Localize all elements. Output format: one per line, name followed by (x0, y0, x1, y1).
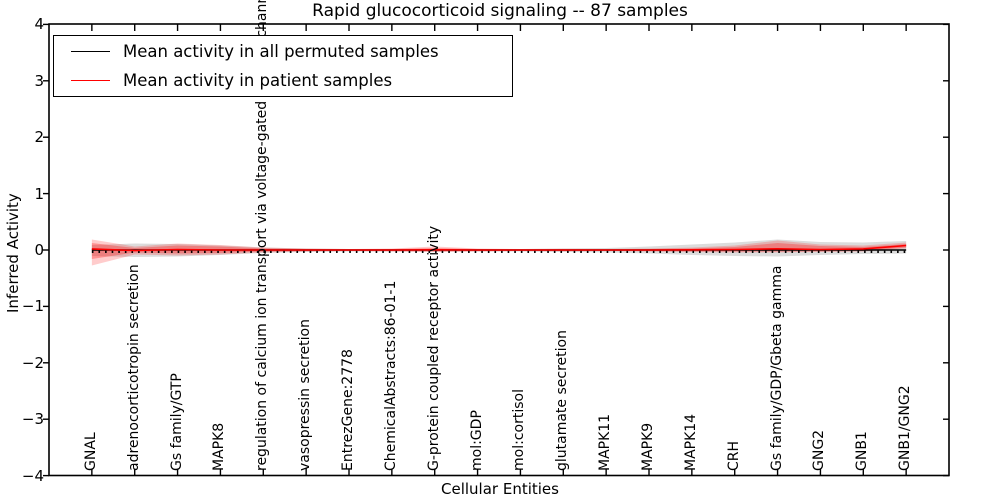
legend-item-permuted: Mean activity in all permuted samples (54, 37, 512, 66)
legend: Mean activity in all permuted samples Me… (53, 35, 513, 97)
x-tick-label: CRH (725, 440, 742, 471)
y-tick-label: 1 (34, 184, 44, 203)
x-tick-label: EntrezGene:2778 (340, 349, 356, 471)
x-tick-label: mol:cortisol (511, 389, 528, 471)
x-tick-label: MAPK8 (211, 422, 228, 471)
band-patient-samples-range-inner- (91, 243, 907, 260)
patient-line-sample (71, 80, 110, 81)
series-line-1 (91, 244, 907, 252)
x-tick-label: GNB1 (854, 431, 871, 471)
x-tick-label: glutamate secretion (554, 330, 571, 471)
x-tick-label: mol:GDP (468, 410, 485, 471)
x-tick-label: MAPK14 (682, 413, 699, 471)
x-tick-label: G-protein coupled receptor activity (425, 225, 442, 471)
y-tick-label: 0 (34, 241, 44, 259)
y-tick-label: 3 (34, 71, 44, 90)
legend-item-patient: Mean activity in patient samples (54, 66, 512, 95)
x-tick-label: MAPK11 (597, 413, 614, 471)
y-tick-label: 2 (34, 128, 44, 147)
y-tick-label: −1 (21, 297, 44, 316)
x-tick-label: adrenocorticotropin secretion (125, 264, 142, 471)
band-permuted-samples-range (91, 239, 907, 257)
x-tick-label: vasopressin secretion (297, 319, 314, 471)
y-tick-label: −4 (21, 466, 44, 485)
x-tick-label: ChemicalAbstracts:86-01-1 (382, 280, 399, 471)
x-tick-label: Gs family/GDP/Gbeta gamma (768, 265, 785, 472)
x-tick-label: GNAL (82, 432, 99, 471)
x-tick-label: MAPK9 (640, 422, 656, 471)
legend-label: Mean activity in patient samples (123, 71, 393, 90)
y-tick-label: −3 (21, 410, 44, 429)
y-tick-label: −2 (21, 353, 44, 372)
band-patient-samples-range-outer- (91, 239, 907, 266)
legend-label: Mean activity in all permuted samples (123, 42, 439, 61)
x-axis-label: Cellular Entities (441, 480, 559, 498)
x-tick-label: GNG2 (811, 429, 828, 471)
chart-title: Rapid glucocorticoid signaling -- 87 sam… (312, 1, 688, 21)
permuted-line-sample (71, 51, 110, 52)
x-tick-label: GNB1/GNG2 (897, 385, 914, 471)
x-tick-label: Gs family/GTP (168, 373, 185, 471)
y-tick-label: 4 (34, 15, 44, 34)
